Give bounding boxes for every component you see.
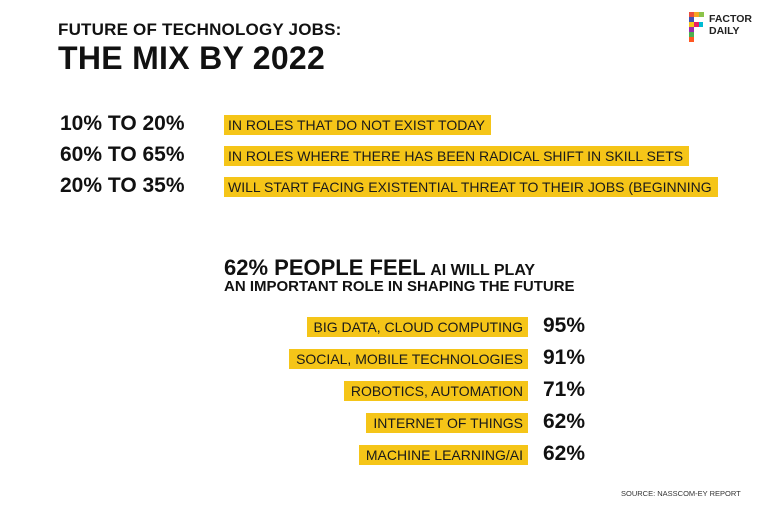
mix-description: IN ROLES WHERE THERE HAS BEEN RADICAL SH…: [224, 146, 690, 166]
ai-headline-small: AI WILL PLAY: [430, 262, 536, 279]
title-line-2: THE MIX BY 2022: [58, 40, 326, 76]
ai-item: ROBOTICS, AUTOMATION 71%: [240, 377, 600, 403]
ai-item-label: ROBOTICS, AUTOMATION: [343, 381, 528, 401]
ai-item-percentage: 62%: [543, 442, 586, 465]
mix-percentage: 60% TO 65%: [60, 143, 185, 166]
ai-item-percentage: 62%: [543, 410, 586, 433]
ai-item-label: MACHINE LEARNING/AI: [358, 445, 528, 465]
ai-item-label: INTERNET OF THINGS: [366, 413, 528, 433]
factordaily-logo: FACTOR DAILY: [687, 12, 757, 48]
mix-percentage: 10% TO 20%: [60, 112, 185, 135]
ai-item-percentage: 91%: [543, 346, 586, 369]
ai-headline-big: 62% PEOPLE FEEL: [224, 255, 426, 280]
ai-item-percentage: 95%: [543, 314, 586, 337]
ai-subheadline: AN IMPORTANT ROLE IN SHAPING THE FUTURE: [224, 278, 575, 295]
factordaily-f-logo-icon: [689, 12, 704, 42]
logo-text-line2: DAILY: [709, 25, 740, 37]
mix-description: IN ROLES THAT DO NOT EXIST TODAY: [224, 115, 491, 135]
ai-item: SOCIAL, MOBILE TECHNOLOGIES 91%: [240, 345, 600, 371]
ai-item: MACHINE LEARNING/AI 62%: [240, 441, 600, 467]
logo-text-line1: FACTOR: [709, 13, 752, 25]
ai-item-label: SOCIAL, MOBILE TECHNOLOGIES: [289, 349, 528, 369]
ai-item: INTERNET OF THINGS 62%: [240, 409, 600, 435]
ai-item-percentage: 71%: [543, 378, 586, 401]
mix-description: WILL START FACING EXISTENTIAL THREAT TO …: [224, 177, 718, 197]
ai-item-label: BIG DATA, CLOUD COMPUTING: [306, 317, 528, 337]
ai-item: BIG DATA, CLOUD COMPUTING 95%: [240, 313, 600, 339]
title-line-1: FUTURE OF TECHNOLOGY JOBS:: [58, 20, 342, 39]
mix-percentage: 20% TO 35%: [60, 174, 185, 197]
ai-headline: 62% PEOPLE FEEL AI WILL PLAY: [224, 255, 535, 281]
source-note: SOURCE: NASSCOM-EY REPORT: [621, 489, 741, 498]
